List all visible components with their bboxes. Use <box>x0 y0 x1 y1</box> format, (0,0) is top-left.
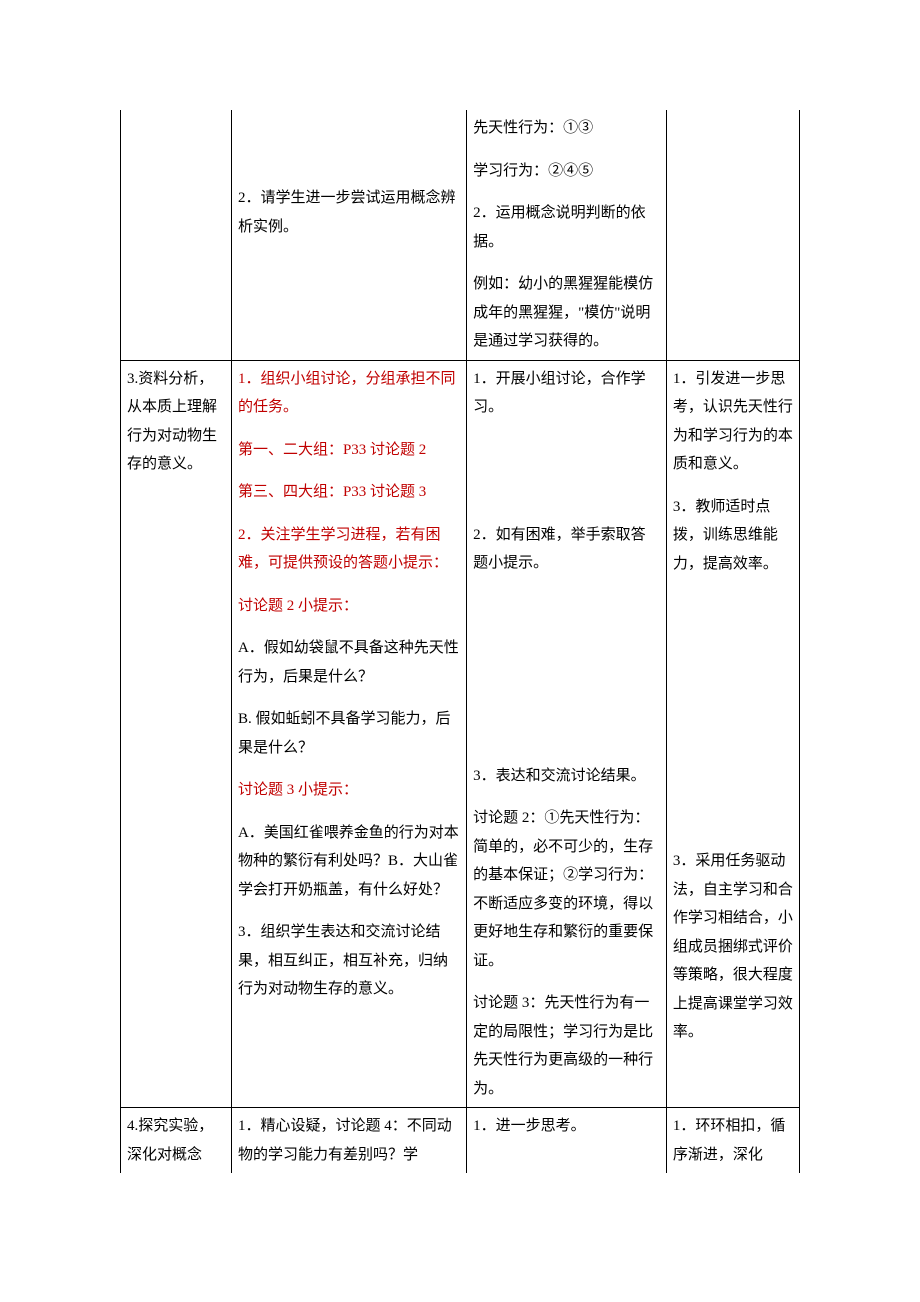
cell-intent: 1．引发进一步思考，认识先天性行为和学习行为的本质和意义。 3．教师适时点拨，训… <box>666 360 799 1108</box>
cell-teacher: 2．请学生进一步尝试运用概念辨析实例。 <box>231 110 466 360</box>
cell-student: 1．开展小组讨论，合作学习。 2．如有困难，举手索取答题小提示。 3．表达和交流… <box>467 360 667 1108</box>
para: 2．运用概念说明判断的依据。 <box>473 199 660 256</box>
para: 例如：幼小的黑猩猩能模仿成年的黑猩猩，"模仿"说明是通过学习获得的。 <box>473 270 660 356</box>
para: B. 假如蚯蚓不具备学习能力，后果是什么？ <box>238 705 460 762</box>
document-page: 2．请学生进一步尝试运用概念辨析实例。 先天性行为：①③ 学习行为：②④⑤ 2．… <box>0 0 920 1293</box>
para: 讨论题 3 小提示： <box>238 776 460 805</box>
para: 3．表达和交流讨论结果。 <box>473 762 660 791</box>
para: 讨论题 3：先天性行为有一定的局限性；学习行为是比先天性行为更高级的一种行为。 <box>473 989 660 1103</box>
cell-stage: 3.资料分析，从本质上理解行为对动物生存的意义。 <box>121 360 232 1108</box>
para: 讨论题 2：①先天性行为：简单的，必不可少的，生存的基本保证；②学习行为：不断适… <box>473 804 660 975</box>
para: 1．精心设疑，讨论题 4：不同动物的学习能力有差别吗？学 <box>238 1118 452 1163</box>
para: 1．组织小组讨论，分组承担不同的任务。 <box>238 365 460 422</box>
para: 3．组织学生表达和交流讨论结果，相互纠正，相互补充，归纳行为对动物生存的意义。 <box>238 918 460 1004</box>
para: 1．引发进一步思考，认识先天性行为和学习行为的本质和意义。 <box>673 365 793 479</box>
cell-teacher: 1．组织小组讨论，分组承担不同的任务。 第一、二大组：P33 讨论题 2 第三、… <box>231 360 466 1108</box>
cell-intent: 1．环环相扣，循序渐进，深化 <box>666 1108 799 1174</box>
para: 2．请学生进一步尝试运用概念辨析实例。 <box>238 184 460 241</box>
para: 1．环环相扣，循序渐进，深化 <box>673 1118 786 1163</box>
para: 第三、四大组：P33 讨论题 3 <box>238 478 460 507</box>
table-row: 2．请学生进一步尝试运用概念辨析实例。 先天性行为：①③ 学习行为：②④⑤ 2．… <box>121 110 800 360</box>
lesson-table: 2．请学生进一步尝试运用概念辨析实例。 先天性行为：①③ 学习行为：②④⑤ 2．… <box>120 110 800 1173</box>
para: 1．开展小组讨论，合作学习。 <box>473 365 660 422</box>
stage-title: 4.探究实验，深化对概念 <box>127 1118 213 1163</box>
table-row: 4.探究实验，深化对概念 1．精心设疑，讨论题 4：不同动物的学习能力有差别吗？… <box>121 1108 800 1174</box>
cell-student: 先天性行为：①③ 学习行为：②④⑤ 2．运用概念说明判断的依据。 例如：幼小的黑… <box>467 110 667 360</box>
cell-intent <box>666 110 799 360</box>
stage-title: 3.资料分析，从本质上理解行为对动物生存的意义。 <box>127 371 217 473</box>
para: A．假如幼袋鼠不具备这种先天性行为，后果是什么？ <box>238 634 460 691</box>
para: 讨论题 2 小提示： <box>238 592 460 621</box>
table-row: 3.资料分析，从本质上理解行为对动物生存的意义。 1．组织小组讨论，分组承担不同… <box>121 360 800 1108</box>
cell-teacher: 1．精心设疑，讨论题 4：不同动物的学习能力有差别吗？学 <box>231 1108 466 1174</box>
para: 2．如有困难，举手索取答题小提示。 <box>473 521 660 578</box>
cell-stage <box>121 110 232 360</box>
para: 3．采用任务驱动法，自主学习和合作学习相结合，小组成员捆绑式评价等策略，很大程度… <box>673 847 793 1047</box>
para: 3．教师适时点拨，训练思维能力，提高效率。 <box>673 493 793 579</box>
para: 先天性行为：①③ <box>473 114 660 143</box>
cell-stage: 4.探究实验，深化对概念 <box>121 1108 232 1174</box>
para: 1．进一步思考。 <box>473 1118 586 1134</box>
para: 学习行为：②④⑤ <box>473 157 660 186</box>
cell-student: 1．进一步思考。 <box>467 1108 667 1174</box>
para: 2．关注学生学习进程，若有困难，可提供预设的答题小提示： <box>238 521 460 578</box>
para: 第一、二大组：P33 讨论题 2 <box>238 436 460 465</box>
para: A．美国红雀喂养金鱼的行为对本物种的繁衍有利处吗？B．大山雀学会打开奶瓶盖，有什… <box>238 819 460 905</box>
